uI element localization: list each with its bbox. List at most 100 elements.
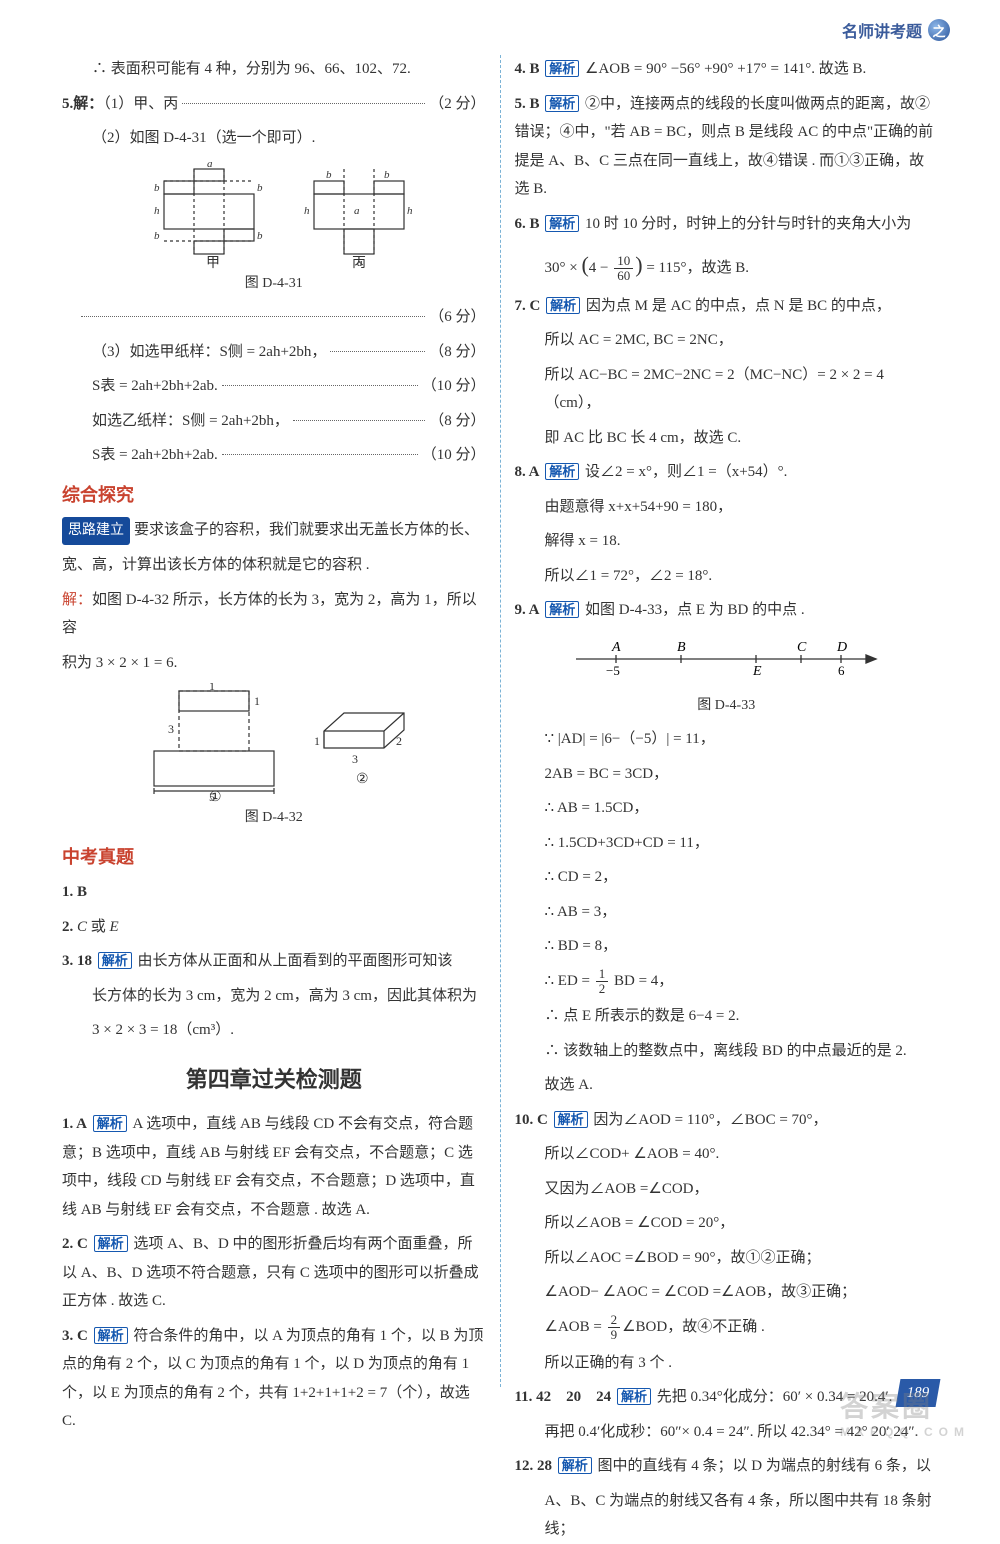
svg-text:b: b — [154, 182, 160, 194]
svg-text:h: h — [154, 205, 160, 217]
fig33-caption: 图 D-4-33 — [515, 693, 939, 720]
q8-l3: 解得 x = 18. — [515, 527, 939, 556]
ch-q12: 12. 28 解析 图中的直线有 4 条；以 D 为端点的射线有 6 条，以 — [515, 1452, 939, 1481]
figure-d-4-32: 1 1 3 5 1 3 2 ① ② — [62, 683, 486, 832]
svg-text:3: 3 — [168, 722, 174, 736]
ch-q7: 7. C 解析 因为点 M 是 AC 的中点，点 N 是 BC 的中点， — [515, 292, 939, 321]
q10-l3: 又因为∠AOB =∠COD， — [515, 1175, 939, 1204]
zonghe-line2: 积为 3 × 2 × 1 = 6. — [62, 649, 486, 678]
watermark-sub: MXEQQ.COM — [840, 1425, 970, 1439]
svg-text:1: 1 — [314, 734, 320, 748]
q9-l8: ∴ ED = 12 BD = 4， — [515, 967, 939, 997]
q5-2-score-line: （6 分） — [62, 303, 486, 332]
q5-3a: （3）如选甲纸样：S侧 = 2ah+2bh， （8 分） — [62, 338, 486, 367]
q9-l11: 故选 A. — [515, 1071, 939, 1100]
q10-l8: 所以正确的有 3 个 . — [515, 1349, 939, 1378]
svg-text:a: a — [354, 205, 360, 217]
page-header: 名师讲考题 之 — [842, 18, 950, 42]
svg-text:h: h — [407, 205, 413, 217]
jiexi-tag: 解析 — [94, 1235, 128, 1252]
q5-part2-text: （2）如图 D-4-31（选一个即可）. — [62, 124, 486, 153]
silu-tag: 思路建立 — [62, 517, 130, 546]
fig33-svg: A B E C D −5 6 — [556, 631, 896, 691]
q5-label: 5.解： — [62, 96, 103, 112]
ch-q1: 1. A 解析 A 选项中，直线 AB 与线段 CD 不会有交点，符合题意；B … — [62, 1110, 486, 1224]
zk-q2: 2. 2. C 或 EC 或 E — [62, 913, 486, 942]
q5-3b: S表 = 2ah+2bh+2ab. （10 分） — [62, 372, 486, 401]
svg-text:b: b — [257, 182, 263, 194]
section-zhongkao: 中考真题 — [62, 840, 486, 874]
jiexi-tag: 解析 — [546, 297, 580, 314]
ch-q8: 8. A 解析 设∠2 = x°，则∠1 =（x+54）°. — [515, 458, 939, 487]
svg-text:D: D — [836, 640, 847, 655]
q9-l9: ∴ 点 E 所表示的数是 6−4 = 2. — [515, 1002, 939, 1031]
svg-text:①: ① — [209, 790, 222, 803]
figure-d-4-33: A B E C D −5 6 图 D-4-33 — [515, 631, 939, 720]
silu-line2: 宽、高，计算出该长方体的体积就是它的容积 . — [62, 551, 486, 580]
ch-q9: 9. A 解析 如图 D-4-33，点 E 为 BD 的中点 . — [515, 596, 939, 625]
q5-2-score: （6 分） — [429, 303, 485, 332]
jiexi-tag: 解析 — [98, 952, 132, 969]
jiexi-tag: 解析 — [545, 60, 579, 77]
q5-1-score: （2 分） — [429, 90, 485, 119]
svg-text:h: h — [304, 205, 310, 217]
svg-text:6: 6 — [838, 663, 845, 678]
q7-l3: 所以 AC−BC = 2MC−2NC = 2（MC−NC）= 2 × 2 = 4… — [515, 361, 939, 418]
q9-l3: ∴ AB = 1.5CD， — [515, 794, 939, 823]
column-left: ∴ 表面积可能有 4 种，分别为 96、66、102、72. 5.解：（1）甲、… — [48, 55, 501, 1387]
q5-1-text: （1）甲、丙 — [103, 96, 178, 112]
q9-l5: ∴ CD = 2， — [515, 863, 939, 892]
q9-l1: ∵ |AD| = |6−（−5）| = 11， — [515, 725, 939, 754]
jiexi-tag: 解析 — [558, 1457, 592, 1474]
section-zonghe: 综合探究 — [62, 478, 486, 512]
silu-line1: 思路建立要求该盒子的容积，我们就要求出无盖长方体的长、 — [62, 516, 486, 546]
fig31-jia-label: 甲 — [206, 256, 220, 269]
zonghe-solution: 解：如图 D-4-32 所示，长方体的长为 3，宽为 2，高为 1，所以容 — [62, 586, 486, 643]
q10-l5: 所以∠AOC =∠BOD = 90°，故①②正确； — [515, 1244, 939, 1273]
svg-text:b: b — [257, 230, 263, 242]
ch-q6: 6. B 解析 10 时 10 分时，时钟上的分针与时针的夹角大小为 — [515, 210, 939, 239]
jiexi-tag: 解析 — [554, 1111, 588, 1128]
q9-l4: ∴ 1.5CD+3CD+CD = 11， — [515, 829, 939, 858]
q5-3c: 如选乙纸样：S侧 = 2ah+2bh， （8 分） — [62, 407, 486, 436]
svg-text:b: b — [384, 169, 390, 181]
q10-l6: ∠AOD− ∠AOC = ∠COD =∠AOB，故③正确； — [515, 1278, 939, 1307]
ch-q5r: 5. B 解析 ②中，连接两点的线段的长度叫做两点的距离，故②错误；④中，"若 … — [515, 90, 939, 204]
jiexi-tag: 解析 — [545, 215, 579, 232]
header-title: 名师讲考题 — [842, 18, 922, 42]
chapter-title: 第四章过关检测题 — [62, 1059, 486, 1101]
column-right: 4. B 解析 ∠AOB = 90° −56° +90° +17° = 141°… — [501, 55, 953, 1387]
q9-l2: 2AB = BC = 3CD， — [515, 760, 939, 789]
zk-q3-l2: 长方体的长为 3 cm，宽为 2 cm，高为 3 cm，因此其体积为 — [62, 982, 486, 1011]
fig31-svg: a b h b b b b b a h — [124, 159, 424, 269]
q9-l7: ∴ BD = 8， — [515, 932, 939, 961]
fig31-bing-label: 丙 — [352, 256, 366, 269]
svg-text:2: 2 — [396, 734, 402, 748]
svg-text:b: b — [326, 169, 332, 181]
watermark-main: 答案圈 — [840, 1391, 933, 1422]
jiexi-tag: 解析 — [545, 95, 579, 112]
ch-q6-l2: 30° × (4 − 1060) = 115°，故选 B. — [515, 244, 939, 286]
jie-label: 解： — [62, 592, 92, 608]
figure-d-4-31: a b h b b b b b a h — [62, 159, 486, 298]
zk-q3: 3. 18 解析 由长方体从正面和从上面看到的平面图形可知该 — [62, 947, 486, 976]
ch-q10: 10. C 解析 因为∠AOD = 110°，∠BOC = 70°， — [515, 1106, 939, 1135]
q8-l2: 由题意得 x+x+54+90 = 180， — [515, 493, 939, 522]
svg-text:3: 3 — [352, 752, 358, 766]
jiexi-tag: 解析 — [545, 463, 579, 480]
ch-q4: 4. B 解析 ∠AOB = 90° −56° +90° +17° = 141°… — [515, 55, 939, 84]
jiexi-tag: 解析 — [617, 1388, 651, 1405]
svg-text:1: 1 — [209, 683, 215, 693]
fig31-caption: 图 D-4-31 — [62, 271, 486, 298]
jiexi-tag: 解析 — [545, 601, 579, 618]
jiexi-tag: 解析 — [94, 1327, 128, 1344]
svg-text:a: a — [207, 159, 213, 170]
q9-l6: ∴ AB = 3， — [515, 898, 939, 927]
ch-q3: 3. C 解析 符合条件的角中，以 A 为顶点的角有 1 个，以 B 为顶点的角… — [62, 1322, 486, 1436]
q5-3d: S表 = 2ah+2bh+2ab. （10 分） — [62, 441, 486, 470]
svg-text:b: b — [154, 230, 160, 242]
svg-text:C: C — [797, 640, 807, 655]
svg-text:B: B — [677, 640, 686, 655]
svg-text:1: 1 — [254, 694, 260, 708]
q7-l4: 即 AC 比 BC 长 4 cm，故选 C. — [515, 424, 939, 453]
